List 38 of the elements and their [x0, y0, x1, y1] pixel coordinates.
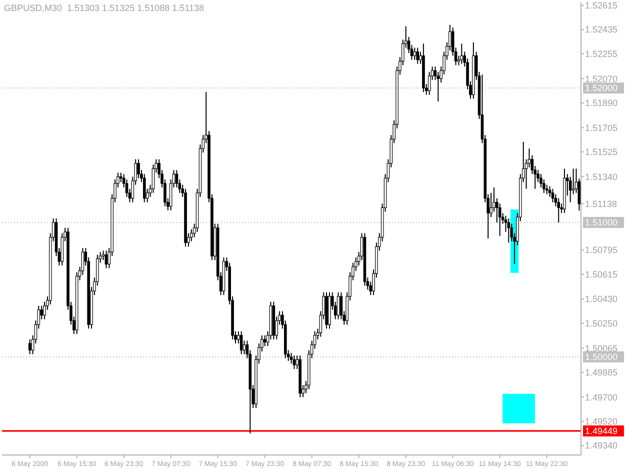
- y-tick-label: 1.49700: [585, 392, 618, 402]
- y-tick-label: 1.50250: [585, 318, 618, 328]
- candlestick: [557, 198, 560, 223]
- y-tick-label: 1.52615: [585, 0, 618, 11]
- y-tick-label: 1.51138: [585, 199, 617, 210]
- candlestick: [28, 338, 32, 355]
- y-tick-label: 1.50430: [585, 294, 618, 304]
- y-tick-label: 1.52435: [585, 24, 618, 35]
- y-tick-label: 1.49885: [585, 367, 618, 378]
- chart-title: GBPUSD,M30 1.51303 1.51325 1.51088 1.51138: [4, 3, 204, 13]
- y-tick-label: 1.51340: [585, 172, 618, 182]
- candlestick: [137, 158, 140, 179]
- ref-line-label: 1.51000: [585, 218, 618, 228]
- ref-line-label: 1.52000: [585, 83, 618, 94]
- y-tick-label: 1.51705: [585, 122, 618, 133]
- candlestick: [507, 218, 510, 244]
- candlestick: [413, 47, 416, 60]
- y-tick-label: 1.52255: [585, 48, 618, 59]
- candlestick: [240, 330, 243, 355]
- y-tick-label: 1.52070: [585, 74, 618, 84]
- y-tick-label: 1.50615: [585, 269, 618, 280]
- candlestick: [572, 168, 575, 195]
- candlestick: [292, 355, 296, 370]
- candlestick: [263, 334, 266, 347]
- candlestick: [143, 174, 146, 203]
- y-tick-label: 1.51525: [585, 147, 618, 158]
- y-tick-label: 1.51890: [585, 98, 618, 108]
- y-tick-label: 1.50065: [585, 343, 618, 354]
- candlestick: [416, 47, 419, 64]
- candlestick: [460, 43, 464, 64]
- candlestick: [551, 188, 554, 203]
- ref-line-label: 1.49449: [585, 426, 618, 436]
- y-tick-label: 1.50795: [585, 245, 618, 256]
- y-tick-label: 1.49340: [585, 440, 618, 451]
- candlestick: [104, 250, 108, 269]
- y-tick-label: 1.49520: [585, 416, 618, 427]
- ref-line-label: 1.50000: [585, 352, 618, 362]
- candlestick: [336, 292, 340, 320]
